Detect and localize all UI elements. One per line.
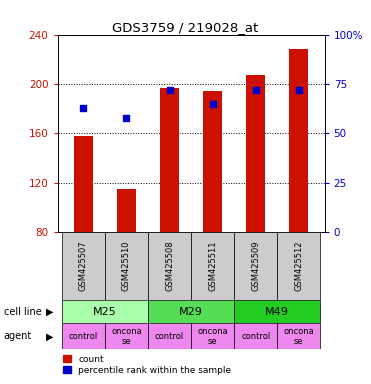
Text: M29: M29 bbox=[179, 307, 203, 317]
Text: control: control bbox=[69, 332, 98, 341]
Point bbox=[167, 87, 173, 93]
Text: control: control bbox=[241, 332, 270, 341]
Bar bbox=[191, 323, 234, 349]
Bar bbox=[105, 232, 148, 300]
Bar bbox=[234, 232, 277, 300]
Bar bbox=[117, 189, 136, 232]
Bar bbox=[62, 300, 148, 323]
Point bbox=[210, 101, 216, 107]
Bar bbox=[234, 300, 320, 323]
Bar bbox=[62, 232, 105, 300]
Bar bbox=[277, 232, 320, 300]
Point bbox=[296, 87, 302, 93]
Text: GSM425507: GSM425507 bbox=[79, 241, 88, 291]
Legend: count, percentile rank within the sample: count, percentile rank within the sample bbox=[62, 354, 232, 376]
Bar bbox=[203, 91, 222, 232]
Bar bbox=[105, 323, 148, 349]
Point bbox=[81, 104, 86, 111]
Bar bbox=[289, 50, 308, 232]
Text: GSM425510: GSM425510 bbox=[122, 241, 131, 291]
Text: GDS3759 / 219028_at: GDS3759 / 219028_at bbox=[112, 21, 259, 34]
Bar bbox=[246, 75, 265, 232]
Bar bbox=[148, 300, 234, 323]
Text: GSM425512: GSM425512 bbox=[294, 241, 303, 291]
Bar bbox=[160, 88, 179, 232]
Text: oncona
se: oncona se bbox=[283, 327, 314, 346]
Bar bbox=[62, 323, 105, 349]
Text: oncona
se: oncona se bbox=[111, 327, 142, 346]
Text: oncona
se: oncona se bbox=[197, 327, 228, 346]
Bar bbox=[191, 232, 234, 300]
Text: ▶: ▶ bbox=[46, 331, 54, 341]
Text: M49: M49 bbox=[265, 307, 289, 317]
Point bbox=[253, 87, 259, 93]
Text: GSM425508: GSM425508 bbox=[165, 241, 174, 291]
Text: M25: M25 bbox=[93, 307, 117, 317]
Text: GSM425511: GSM425511 bbox=[208, 241, 217, 291]
Text: ▶: ▶ bbox=[46, 307, 54, 317]
Bar bbox=[148, 323, 191, 349]
Text: GSM425509: GSM425509 bbox=[251, 241, 260, 291]
Bar bbox=[277, 323, 320, 349]
Bar bbox=[148, 232, 191, 300]
Text: control: control bbox=[155, 332, 184, 341]
Bar bbox=[234, 323, 277, 349]
Text: agent: agent bbox=[4, 331, 32, 341]
Point bbox=[124, 114, 129, 121]
Text: cell line: cell line bbox=[4, 307, 42, 317]
Bar bbox=[74, 136, 93, 232]
